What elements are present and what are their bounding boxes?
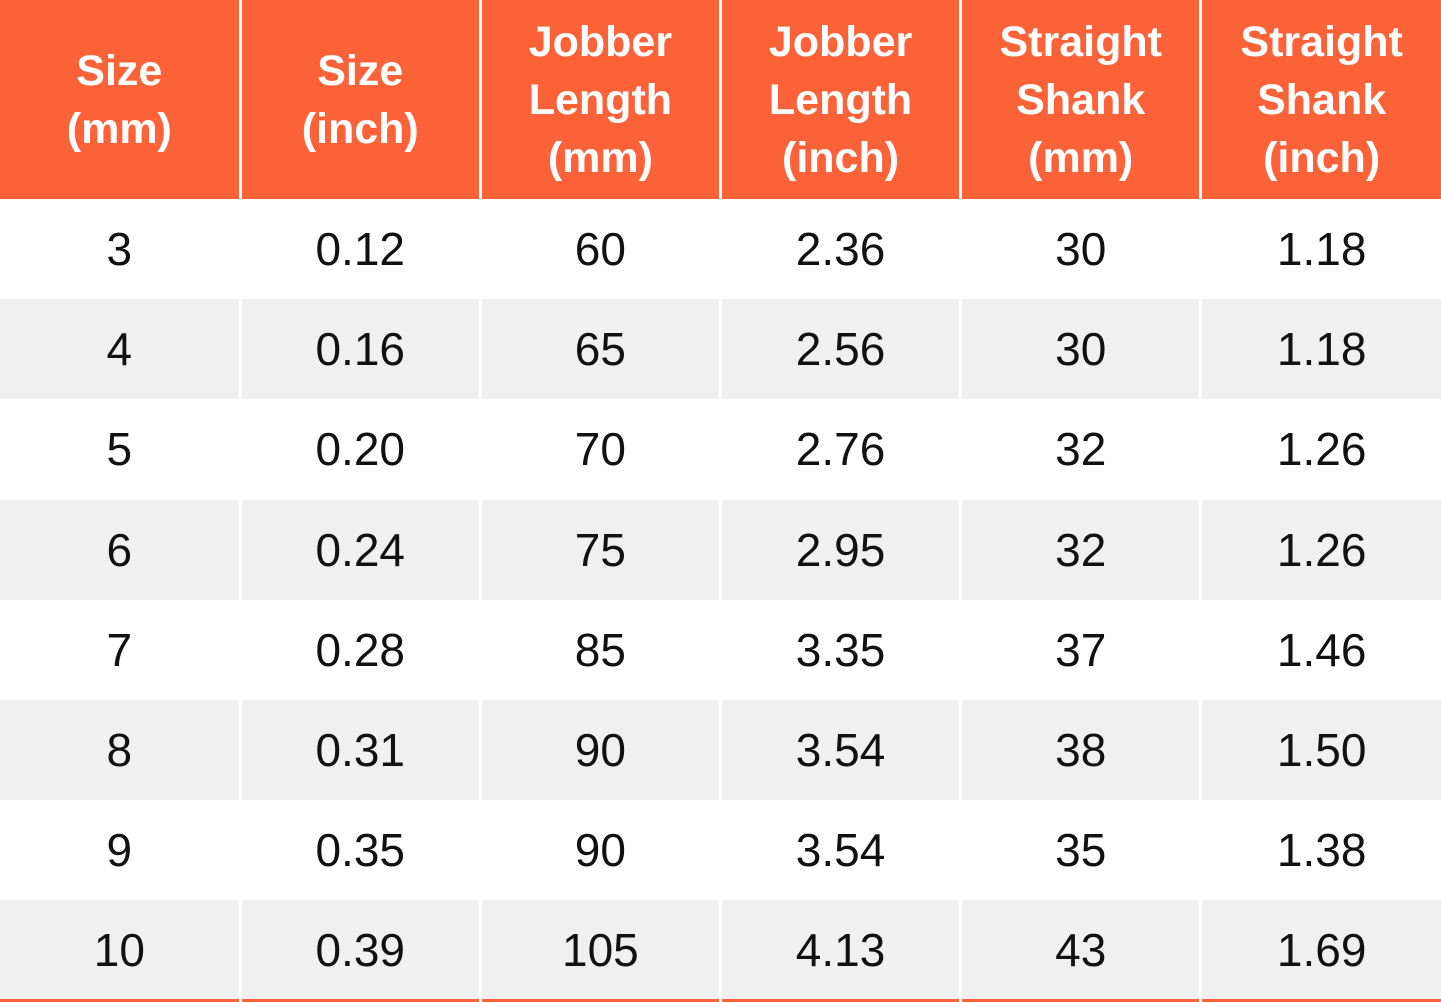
column-header-jobber-length-mm: Jobber Length (mm) (480, 0, 722, 199)
table-cell: 65 (480, 299, 722, 400)
table-cell: 6 (0, 499, 242, 600)
table-cell: 0.24 (240, 499, 482, 600)
table-cell: 30 (960, 199, 1203, 300)
column-header-jobber-length-inch: Jobber Length (inch) (720, 0, 963, 199)
column-header-straight-shank-inch: Straight Shank (inch) (1200, 0, 1441, 199)
column-header-straight-shank-mm: Straight Shank (mm) (960, 0, 1203, 199)
table-row: 5 0.20 70 2.76 32 1.26 (0, 399, 1441, 500)
table-header: Size (mm) Size (inch) Jobber Length (mm)… (0, 0, 1441, 199)
table-cell: 1.18 (1276, 223, 1367, 276)
table-cell: 37 (960, 599, 1203, 700)
table-cell: 0.20 (240, 399, 482, 500)
table-cell: 90 (480, 699, 722, 801)
table-cell: 2.95 (720, 499, 963, 600)
table-cell: 0.39 (240, 900, 482, 1001)
table-cell: 8 (0, 699, 242, 801)
table-cell: 1.26 (1276, 523, 1367, 576)
table-row: 6 0.24 75 2.95 32 1.26 (0, 499, 1441, 600)
table-cell: 7 (0, 599, 242, 700)
table-cell: 105 (480, 900, 722, 1001)
table-cell: 32 (960, 399, 1203, 500)
table-row: 10 0.39 105 4.13 43 1.69 (0, 900, 1441, 1001)
table-cell: 38 (960, 699, 1203, 801)
table-cell: 0.16 (240, 299, 482, 400)
table-row: 4 0.16 65 2.56 30 1.18 (0, 299, 1441, 400)
table-cell: 0.35 (240, 800, 482, 901)
table-cell: 2.76 (720, 399, 963, 500)
table-cell: 90 (480, 800, 722, 901)
table-cell: 5 (0, 399, 242, 500)
table-row: 9 0.35 90 3.54 35 1.38 (0, 800, 1441, 901)
table-cell: 2.36 (720, 199, 963, 300)
table-cell: 1.18 (1276, 323, 1367, 376)
table-cell: 10 (0, 900, 242, 1001)
table-cell: 85 (480, 599, 722, 700)
table-cell: 4.13 (720, 900, 963, 1001)
header-row: Size (mm) Size (inch) Jobber Length (mm)… (0, 0, 1441, 199)
table-cell: 2.56 (720, 299, 963, 400)
table-cell: 30 (960, 299, 1203, 400)
table-cell: 4 (0, 299, 242, 400)
table-cell: 3 (0, 199, 242, 300)
table-cell: 1.69 (1276, 923, 1367, 976)
table-cell: 0.31 (240, 699, 482, 801)
table-cell: 70 (480, 399, 722, 500)
table-cell: 1.38 (1276, 824, 1367, 877)
table-cell: 75 (480, 499, 722, 600)
table-cell: 9 (0, 800, 242, 901)
table-cell: 35 (960, 800, 1203, 901)
column-header-size-inch: Size (inch) (240, 0, 482, 199)
table-cell: 3.54 (720, 800, 963, 901)
table-cell: 1.26 (1276, 423, 1367, 476)
table-row: 3 0.12 60 2.36 30 1.18 (0, 199, 1441, 300)
table-cell: 60 (480, 199, 722, 300)
table-cell: 3.35 (720, 599, 963, 700)
table-cell: 0.28 (240, 599, 482, 700)
table-cell: 43 (960, 900, 1203, 1001)
table-cell: 1.46 (1276, 623, 1367, 676)
table-cell: 1.50 (1276, 724, 1367, 777)
table-cell: 0.12 (240, 199, 482, 300)
table-row: 7 0.28 85 3.35 37 1.46 (0, 599, 1441, 700)
column-header-size-mm: Size (mm) (0, 0, 242, 199)
table-row: 8 0.31 90 3.54 38 1.50 (0, 699, 1441, 801)
table-cell: 3.54 (720, 699, 963, 801)
table-body: 3 0.12 60 2.36 30 1.18 4 0.16 65 2.56 30… (0, 199, 1441, 1001)
table-cell: 32 (960, 499, 1203, 600)
